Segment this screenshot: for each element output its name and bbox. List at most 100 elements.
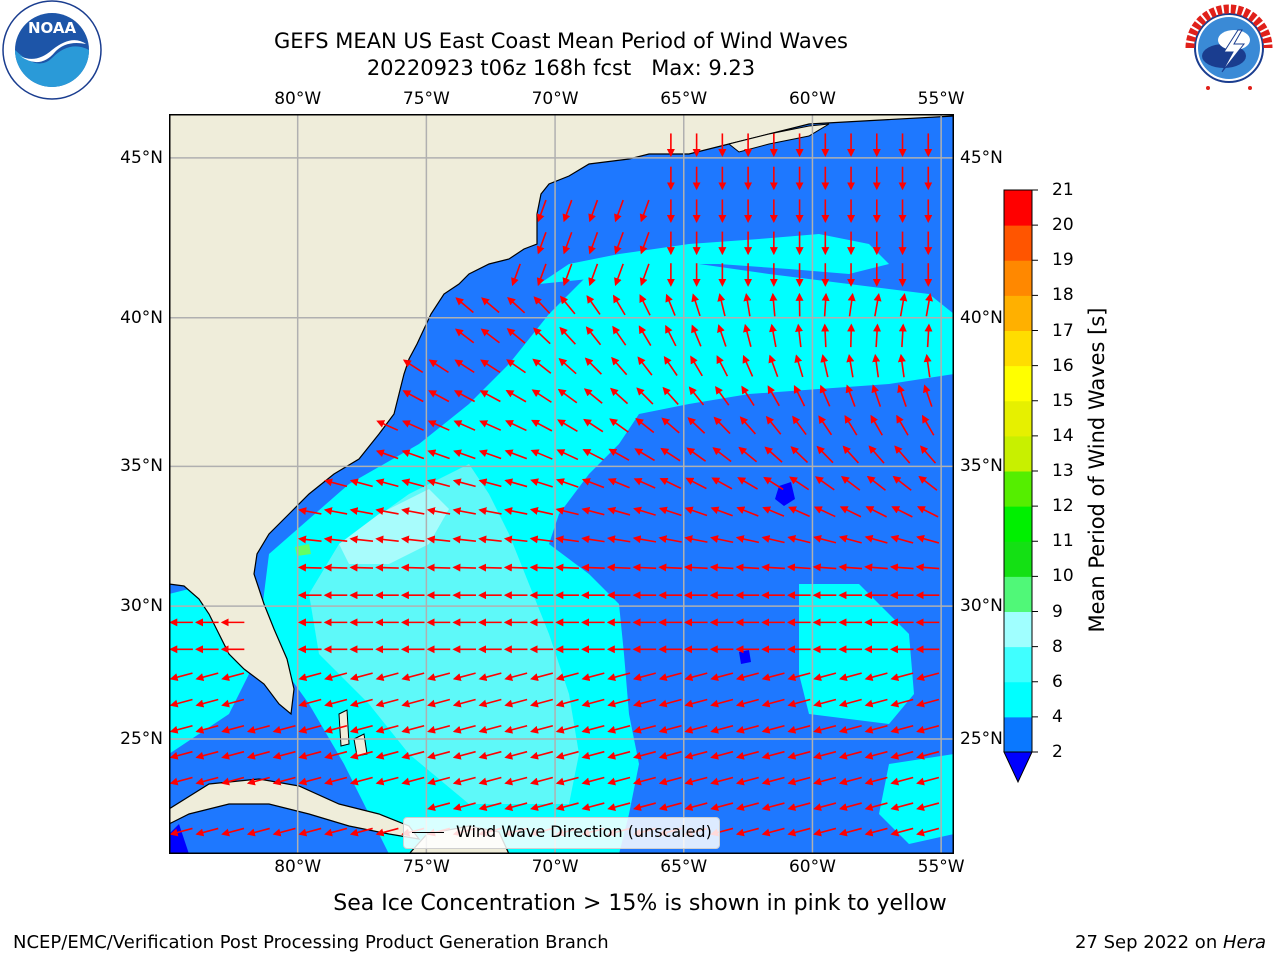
wave-direction-arrow [323, 563, 348, 572]
wave-direction-arrow [658, 724, 682, 734]
wave-direction-arrow [636, 387, 654, 405]
wave-direction-arrow [607, 750, 631, 760]
wave-direction-arrow [349, 672, 373, 682]
lon-label-bottom: 60°W [788, 857, 836, 877]
wave-direction-arrow [890, 750, 914, 760]
wave-direction-arrow [375, 672, 399, 682]
wave-direction-arrow [812, 563, 837, 572]
wave-direction-arrow [505, 420, 527, 432]
wave-direction-arrow [872, 353, 881, 378]
wave-direction-arrow [838, 827, 862, 837]
wave-direction-arrow [633, 478, 656, 489]
colorbar-bin [1004, 295, 1032, 331]
wave-direction-arrow [221, 698, 245, 708]
graticule [169, 114, 954, 854]
wave-direction-arrow [710, 672, 734, 682]
wave-direction-arrow [427, 698, 451, 708]
colorbar-bin [1004, 435, 1032, 472]
wave-direction-arrow [507, 296, 526, 314]
wave-direction-arrow [246, 827, 270, 837]
wave-period-4to6-north [539, 234, 889, 284]
wave-direction-arrow [868, 445, 885, 464]
wave-direction-arrow [530, 449, 553, 460]
wave-direction-arrow [761, 802, 785, 811]
wave-direction-arrow [607, 672, 631, 682]
chart-subtitle: 20220923 t06z 168h fcst Max: 9.23 [366, 56, 756, 80]
wave-direction-arrow [452, 802, 476, 811]
wave-direction-arrow [737, 477, 758, 490]
wave-direction-arrow [792, 415, 807, 436]
wave-direction-arrow [221, 776, 245, 786]
wave-direction-arrow [428, 390, 450, 403]
wave-direction-arrow [684, 672, 708, 682]
colorbar-tick-label: 13 [1052, 461, 1074, 481]
wave-direction-arrow [866, 475, 886, 491]
lon-label-bottom: 65°W [660, 857, 708, 877]
wave-direction-arrow [873, 323, 882, 348]
chart-title: GEFS MEAN US East Coast Mean Period of W… [274, 29, 848, 53]
wave-direction-arrow [813, 534, 837, 544]
wave-period-gt9-spot [295, 544, 311, 556]
wave-direction-arrow [735, 563, 760, 572]
wave-direction-arrow [684, 802, 708, 811]
wave-direction-arrow [503, 535, 528, 544]
wave-direction-arrow [922, 384, 933, 407]
wave-direction-arrow [400, 535, 425, 544]
wave-direction-arrow [614, 263, 624, 287]
wave-direction-arrow [739, 416, 756, 435]
wave-direction-arrow [632, 698, 656, 708]
wave-direction-arrow [169, 750, 193, 760]
wave-direction-arrow [452, 563, 477, 572]
wave-direction-arrow [427, 776, 451, 786]
wave-direction-arrow [639, 294, 651, 316]
colorbar-bin [1004, 365, 1032, 402]
wave-direction-arrow [870, 414, 883, 436]
wave-direction-arrow [453, 420, 476, 431]
wave-direction-arrow [864, 698, 888, 708]
wave-direction-arrow [710, 750, 734, 760]
wave-direction-arrow [324, 827, 348, 837]
wave-direction-arrow [323, 535, 348, 544]
wave-direction-arrow [556, 449, 579, 461]
wave-direction-arrow [658, 698, 682, 708]
wave-direction-arrow [401, 672, 425, 682]
wave-direction-arrow [916, 724, 940, 734]
wave-direction-arrow [787, 698, 811, 708]
wave-direction-arrow [272, 724, 296, 734]
wave-period-4to6-patch2 [879, 754, 954, 844]
wave-direction-arrow [478, 698, 502, 708]
colorbar-label: Mean Period of Wind Waves [s] [1085, 307, 1109, 633]
colorbar-tick-label: 8 [1052, 636, 1063, 657]
wave-direction-arrow [890, 724, 914, 734]
colorbar-bin [1004, 471, 1032, 507]
wave-direction-arrow [195, 776, 219, 786]
wave-direction-arrow [891, 506, 913, 518]
wave-direction-arrow [897, 384, 907, 407]
lat-label-left: 35°N [120, 456, 163, 477]
wave-direction-arrow [427, 420, 450, 431]
wave-direction-arrow [658, 563, 682, 572]
wave-direction-arrow [890, 827, 914, 837]
wave-direction-arrow [555, 802, 579, 811]
wave-direction-arrow [761, 672, 785, 682]
wave-direction-arrow [865, 506, 887, 518]
wave-direction-arrow [558, 358, 577, 375]
wave-direction-arrow [479, 390, 501, 403]
colorbar-tick-label: 21 [1052, 180, 1074, 200]
wave-direction-arrow [606, 535, 631, 544]
wave-direction-arrow [686, 447, 707, 462]
wave-direction-arrow [684, 750, 708, 760]
wave-direction-arrow [478, 802, 502, 811]
wave-direction-arrow [581, 802, 605, 811]
wave-direction-arrow [532, 358, 552, 374]
wave-direction-arrow [586, 295, 601, 315]
wave-direction-arrow [638, 325, 652, 346]
wave-direction-arrow [741, 385, 755, 406]
wave-direction-arrow [765, 415, 782, 435]
wave-direction-arrow [821, 323, 830, 348]
wave-direction-arrow [427, 724, 451, 734]
wave-direction-arrow [452, 750, 476, 760]
wave-direction-arrow [479, 420, 502, 431]
lon-label-bottom: 80°W [274, 857, 322, 877]
wave-direction-arrow [639, 199, 650, 223]
